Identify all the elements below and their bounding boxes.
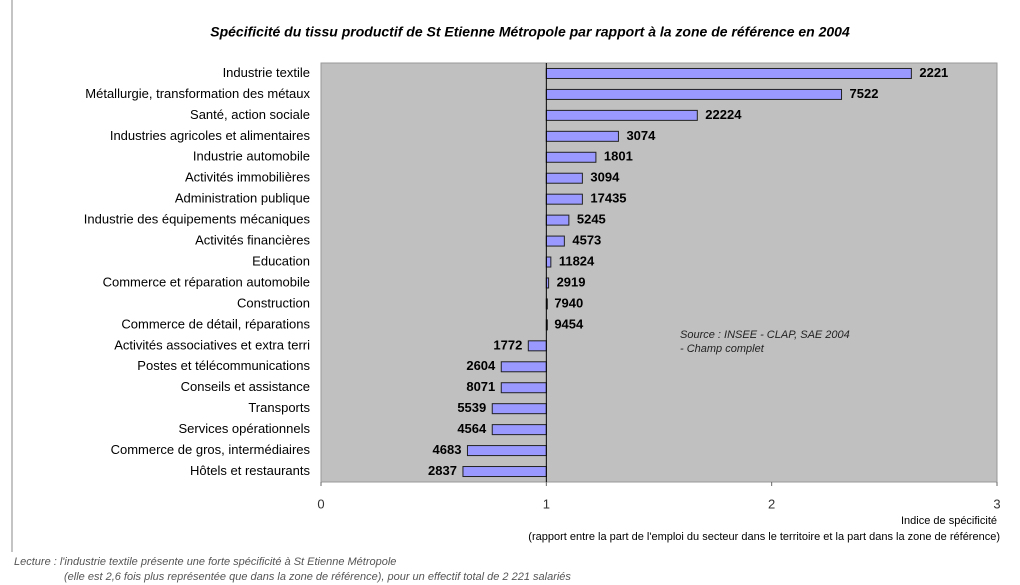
count-label: 7522: [850, 86, 879, 101]
y-tick-label: Industries agricoles et alimentaires: [110, 128, 311, 143]
y-tick-label: Commerce de détail, réparations: [121, 316, 310, 331]
y-tick-label: Activités associatives et extra terri: [114, 337, 310, 352]
y-tick-label: Construction: [237, 295, 310, 310]
x-axis-label: Indice de spécificité: [901, 515, 997, 527]
count-label: 11824: [559, 253, 595, 268]
y-tick-label: Administration publique: [175, 191, 310, 206]
count-label: 2221: [919, 65, 948, 80]
y-tick-label: Transports: [248, 400, 310, 415]
bar: [545, 88, 843, 100]
count-label: 4564: [457, 421, 487, 436]
y-tick-label: Industrie textile: [223, 65, 310, 80]
bar: [545, 193, 583, 205]
y-tick-label: Postes et télécommunications: [137, 358, 310, 373]
count-label: 3094: [590, 170, 620, 185]
y-tick-label: Industrie automobile: [193, 149, 310, 164]
bar: [527, 340, 547, 352]
count-label: 8071: [466, 379, 495, 394]
bar: [545, 172, 583, 184]
bar: [545, 235, 565, 247]
source: - Champ complet: [680, 343, 765, 355]
bar: [545, 151, 597, 163]
count-label: 22224: [705, 107, 742, 122]
bar: [545, 214, 570, 226]
count-label: 2837: [428, 463, 457, 478]
bar: [545, 109, 698, 121]
count-label: 2919: [557, 274, 586, 289]
count-label: 7940: [554, 295, 583, 310]
x-axis-note: (rapport entre la part de l'emploi du se…: [528, 531, 1000, 543]
x-tick-label: 0: [317, 496, 324, 511]
y-tick-label: Commerce et réparation automobile: [103, 274, 310, 289]
y-tick-label: Santé, action sociale: [190, 107, 310, 122]
plot-area: [320, 62, 998, 483]
x-tick-label: 1: [543, 496, 550, 511]
bar: [491, 403, 547, 415]
x-tick-label: 2: [768, 496, 775, 511]
bar: [491, 424, 547, 436]
y-tick-label: Commerce de gros, intermédiaires: [111, 442, 311, 457]
bar: [500, 382, 547, 394]
count-label: 9454: [554, 316, 584, 331]
count-label: 5245: [577, 212, 606, 227]
bar: [545, 130, 619, 142]
y-tick-label: Métallurgie, transformation des métaux: [85, 86, 310, 101]
count-label: 4573: [572, 233, 601, 248]
lecture: Lecture : l'industrie textile présente u…: [14, 556, 396, 568]
bar: [466, 445, 547, 457]
lecture: (elle est 2,6 fois plus représentée que …: [64, 571, 571, 583]
y-tick-label: Hôtels et restaurants: [190, 463, 310, 478]
y-tick-label: Services opérationnels: [178, 421, 310, 436]
count-label: 3074: [626, 128, 656, 143]
y-tick-label: Activités financières: [195, 233, 310, 248]
count-label: 2604: [466, 358, 496, 373]
count-label: 1772: [493, 337, 522, 352]
y-tick-label: Activités immobilières: [185, 170, 310, 185]
y-tick-label: Education: [252, 253, 310, 268]
count-label: 4683: [433, 442, 462, 457]
source: Source : INSEE - CLAP, SAE 2004: [680, 329, 850, 341]
count-label: 17435: [590, 191, 626, 206]
y-tick-label: Conseils et assistance: [181, 379, 310, 394]
bar: [500, 361, 547, 373]
count-label: 5539: [457, 400, 486, 415]
bar: [462, 466, 547, 478]
chart-title: Spécificité du tissu productif de St Eti…: [210, 24, 850, 40]
y-tick-label: Industrie des équipements mécaniques: [84, 212, 311, 227]
x-tick-label: 3: [993, 496, 1000, 511]
bar: [545, 67, 912, 79]
bar: [545, 256, 552, 268]
count-label: 1801: [604, 149, 633, 164]
